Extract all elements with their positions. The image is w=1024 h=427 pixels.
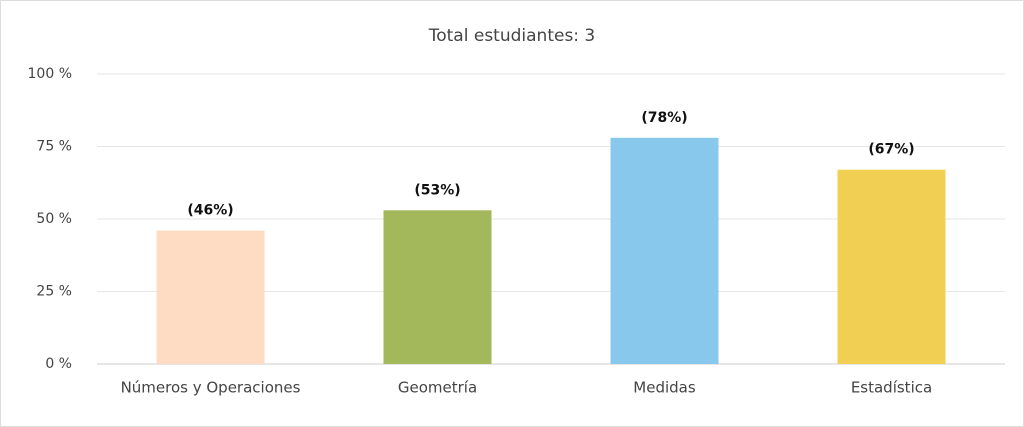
y-tick-label: 75 %: [36, 139, 72, 155]
x-tick-label: Estadística: [851, 379, 932, 397]
bar: [837, 169, 946, 364]
value-label: (46%): [187, 203, 233, 219]
x-tick-label: Medidas: [633, 379, 696, 397]
y-tick-label: 0 %: [45, 356, 72, 372]
value-label: (78%): [641, 110, 687, 126]
x-tick-label: Números y Operaciones: [121, 379, 301, 397]
x-tick-label: Geometría: [398, 379, 477, 397]
y-tick-label: 100 %: [28, 66, 72, 82]
bar: [383, 210, 492, 364]
bar: [156, 230, 265, 364]
value-label: (67%): [868, 142, 914, 158]
chart-title: Total estudiantes: 3: [428, 26, 596, 46]
y-tick-label: 25 %: [36, 284, 72, 300]
y-tick-label: 50 %: [36, 211, 72, 227]
value-label: (53%): [414, 182, 460, 198]
bar: [610, 137, 719, 364]
